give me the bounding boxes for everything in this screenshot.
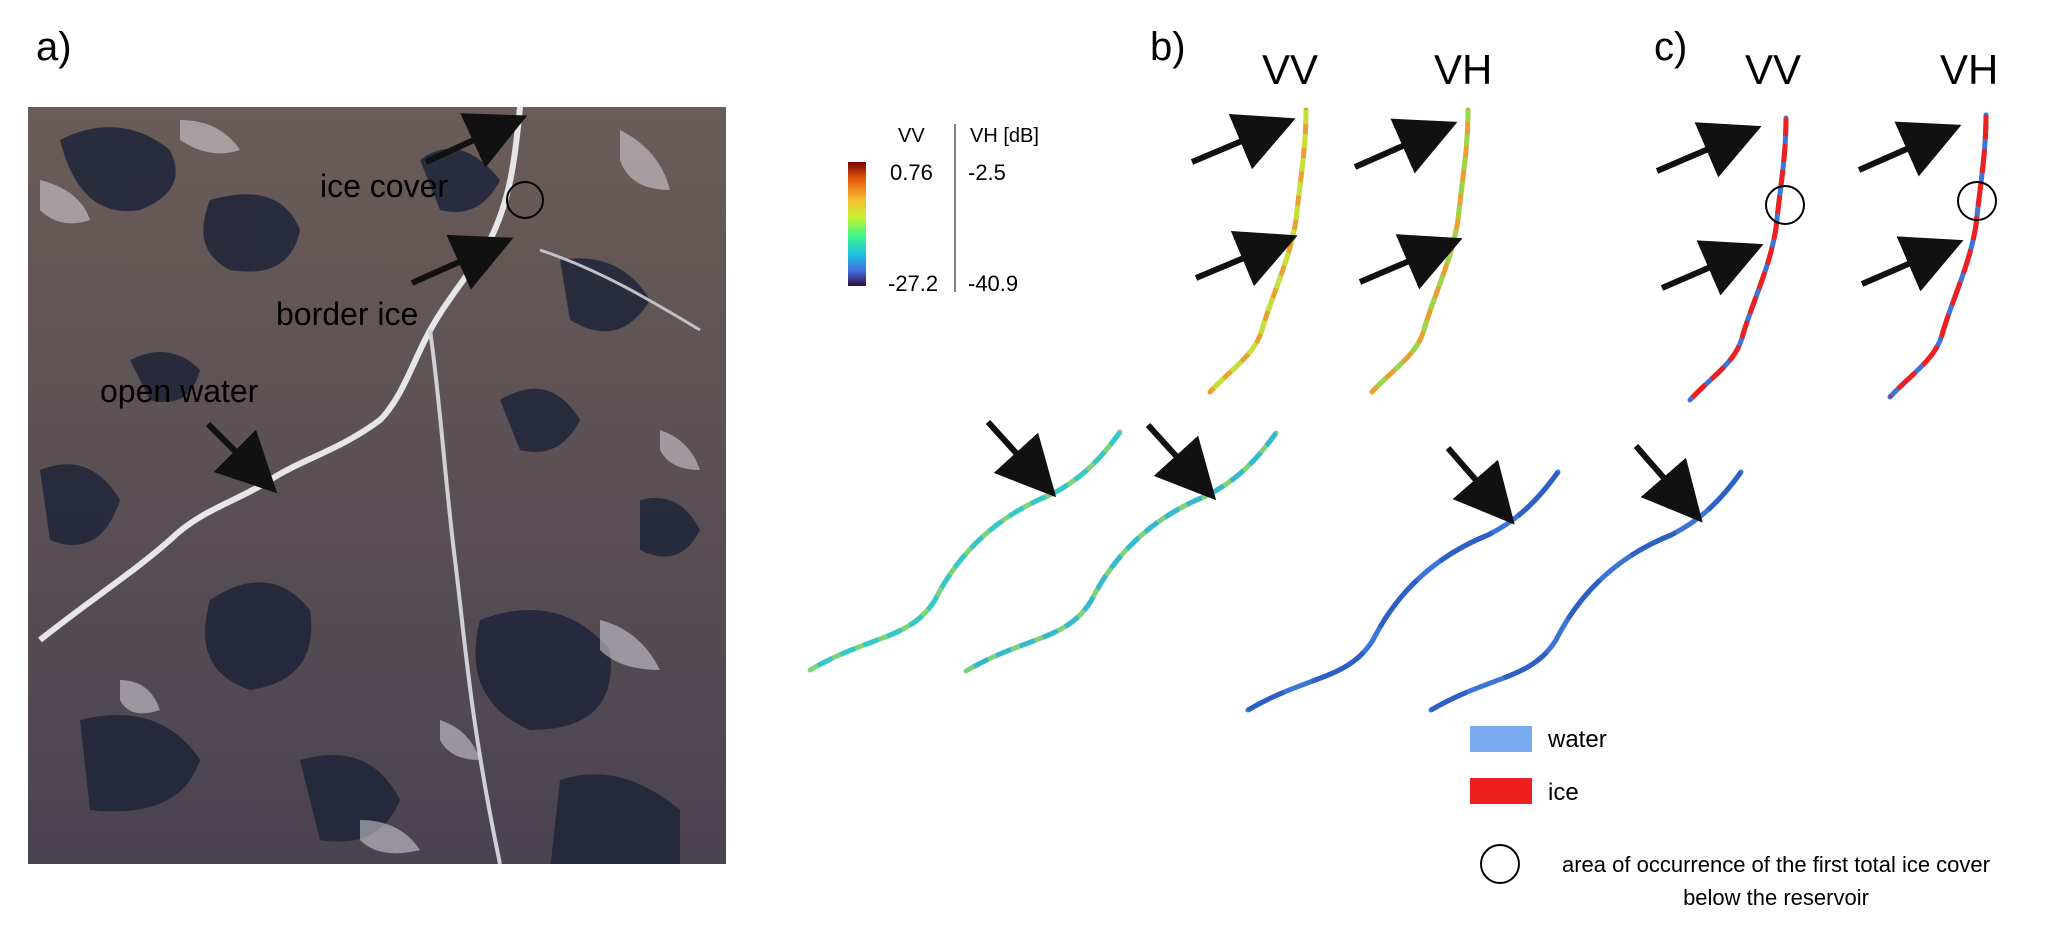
- colorbar-header-vv: VV: [898, 125, 925, 147]
- colorbar-vh-min: -40.9: [968, 271, 1018, 296]
- arrow-c-vh-middle: [1860, 236, 1964, 292]
- panel-c-label: c): [1654, 25, 1687, 69]
- open-water-label: open water: [100, 373, 259, 409]
- legend-water-label: water: [1547, 726, 1607, 753]
- border-ice-label: border ice: [276, 296, 418, 332]
- river-b-vv-upper-segments: [1208, 109, 1309, 394]
- first-ice-cover-circle-a: [506, 181, 544, 219]
- panel-b-col-vv: VV: [1262, 46, 1318, 93]
- arrow-open-water: [205, 421, 278, 494]
- arrow-c-vv-middle: [1660, 240, 1764, 296]
- satellite-image: [28, 107, 726, 864]
- river-b-vh-upper-segments: [1370, 109, 1471, 394]
- river-c-vv-upper: [1687, 115, 1789, 403]
- legend-circle-label-line2: below the reservoir: [1683, 885, 1869, 910]
- panel-b-label: b): [1150, 25, 1186, 69]
- legend: water ice area of occurrence of the firs…: [1470, 726, 1990, 910]
- panel-b-col-vh: VH: [1434, 46, 1492, 93]
- river-b-vh-lower: [963, 430, 1279, 674]
- river-c-vv-lower-segments: [1246, 470, 1561, 713]
- first-ice-cover-circle-c-vv: [1765, 185, 1805, 225]
- first-ice-cover-circle-c-vh: [1957, 181, 1997, 221]
- legend-ice-label: ice: [1548, 779, 1579, 806]
- legend-circle-symbol: [1480, 844, 1520, 884]
- river-c-vh-upper: [1887, 112, 1989, 400]
- colorbar-vh-max: -2.5: [968, 160, 1006, 185]
- arrow-b-vh-middle: [1358, 234, 1463, 290]
- river-c-vh-upper-segments: [1888, 114, 1989, 399]
- panel-c-rivers: [1245, 112, 1989, 713]
- arrow-ice-cover: [424, 113, 528, 168]
- ice-cover-label: ice cover: [320, 168, 448, 204]
- river-b-vv-lower: [807, 429, 1123, 673]
- arrow-b-vv-upper: [1190, 113, 1296, 170]
- panel-bc-arrows: [985, 113, 1964, 525]
- colorbar-header-vh: VH [dB]: [970, 125, 1039, 147]
- arrow-c-vh-upper: [1857, 121, 1962, 177]
- river-c-vv-upper-segments: [1688, 117, 1789, 402]
- arrow-c-lower-1: [1445, 446, 1515, 525]
- arrow-b-vh-upper: [1353, 118, 1458, 174]
- arrow-b-lower-2: [1145, 422, 1217, 501]
- panel-b-rivers: [807, 107, 1471, 674]
- arrow-c-vv-upper: [1655, 122, 1762, 178]
- arrow-b-vv-middle: [1194, 230, 1298, 287]
- river-c-vh-lower-segments: [1429, 470, 1744, 713]
- arrow-c-lower-2: [1633, 444, 1703, 523]
- river-b-vv-lower-segments: [808, 430, 1123, 673]
- colorbar-vv-min: -27.2: [888, 271, 938, 296]
- legend-circle-label-line1: area of occurrence of the first total ic…: [1562, 852, 1990, 877]
- panel-c-col-vh: VH: [1940, 46, 1998, 93]
- river-b-vh-lower-segments: [964, 431, 1279, 674]
- panel-c-col-vv: VV: [1745, 46, 1801, 93]
- colorbar-vv-max: 0.76: [890, 160, 933, 185]
- legend-water-swatch: [1470, 726, 1532, 752]
- panel-a-arrows: [205, 113, 528, 494]
- arrow-border-ice: [410, 234, 514, 290]
- colorbar: VV VH [dB] 0.76 -27.2 -2.5 -40.9: [848, 124, 1039, 296]
- arrow-b-lower-1: [985, 419, 1057, 498]
- legend-ice-swatch: [1470, 778, 1532, 804]
- panel-a-label: a): [36, 25, 72, 69]
- colorbar-gradient: [848, 162, 866, 286]
